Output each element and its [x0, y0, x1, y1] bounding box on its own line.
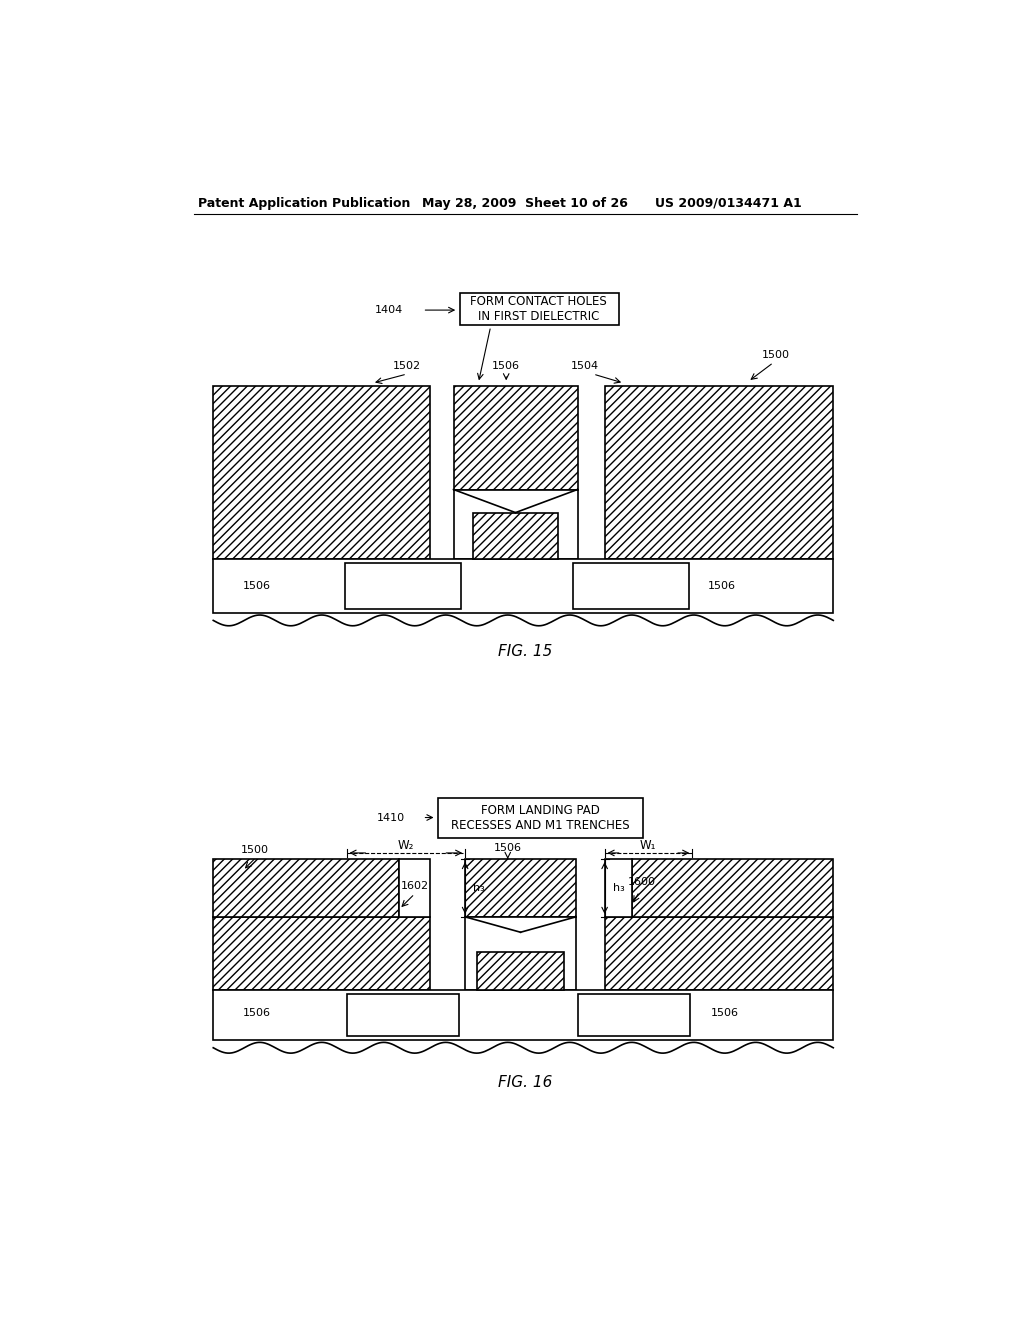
- Bar: [473, 512, 558, 558]
- Text: 1506: 1506: [711, 1008, 738, 1018]
- Bar: [604, 385, 834, 558]
- Text: FORM CONTACT HOLES
IN FIRST DIELECTRIC: FORM CONTACT HOLES IN FIRST DIELECTRIC: [470, 296, 607, 323]
- Text: 1602: 1602: [400, 880, 429, 891]
- Text: 1500: 1500: [762, 350, 790, 360]
- Text: W₁: W₁: [640, 838, 656, 851]
- Text: 1404: 1404: [375, 305, 403, 315]
- Bar: [213, 917, 430, 990]
- Bar: [465, 917, 575, 990]
- Bar: [465, 859, 575, 917]
- Bar: [213, 859, 399, 917]
- Bar: [454, 490, 578, 558]
- Bar: [454, 385, 578, 490]
- Text: 1506: 1506: [493, 362, 520, 371]
- Bar: [213, 990, 834, 1040]
- Text: h₃: h₃: [612, 883, 625, 892]
- Bar: [604, 917, 834, 990]
- Bar: [460, 293, 618, 326]
- Text: 1410: 1410: [377, 813, 406, 822]
- Bar: [632, 859, 834, 917]
- Text: 1504: 1504: [571, 362, 599, 371]
- Bar: [213, 385, 430, 558]
- Bar: [345, 562, 461, 609]
- Text: 1506: 1506: [243, 581, 270, 591]
- Bar: [477, 952, 564, 990]
- Text: Patent Application Publication: Patent Application Publication: [198, 197, 411, 210]
- Bar: [572, 562, 689, 609]
- Text: May 28, 2009  Sheet 10 of 26: May 28, 2009 Sheet 10 of 26: [423, 197, 629, 210]
- Text: 1506: 1506: [708, 581, 735, 591]
- Bar: [438, 797, 643, 837]
- Text: US 2009/0134471 A1: US 2009/0134471 A1: [655, 197, 802, 210]
- Text: 1506: 1506: [494, 842, 522, 853]
- Text: 1502: 1502: [393, 362, 421, 371]
- Text: FIG. 15: FIG. 15: [498, 644, 552, 659]
- Text: W₂: W₂: [397, 838, 414, 851]
- Text: 1500: 1500: [241, 845, 268, 855]
- Text: FORM LANDING PAD
RECESSES AND M1 TRENCHES: FORM LANDING PAD RECESSES AND M1 TRENCHE…: [451, 804, 630, 832]
- Bar: [346, 994, 459, 1036]
- Text: 1506: 1506: [243, 1008, 270, 1018]
- Bar: [213, 558, 834, 612]
- Bar: [578, 994, 690, 1036]
- Text: h₃: h₃: [473, 883, 485, 892]
- Bar: [604, 859, 632, 917]
- Text: 1600: 1600: [628, 878, 656, 887]
- Text: FIG. 16: FIG. 16: [498, 1074, 552, 1090]
- Bar: [399, 859, 430, 917]
